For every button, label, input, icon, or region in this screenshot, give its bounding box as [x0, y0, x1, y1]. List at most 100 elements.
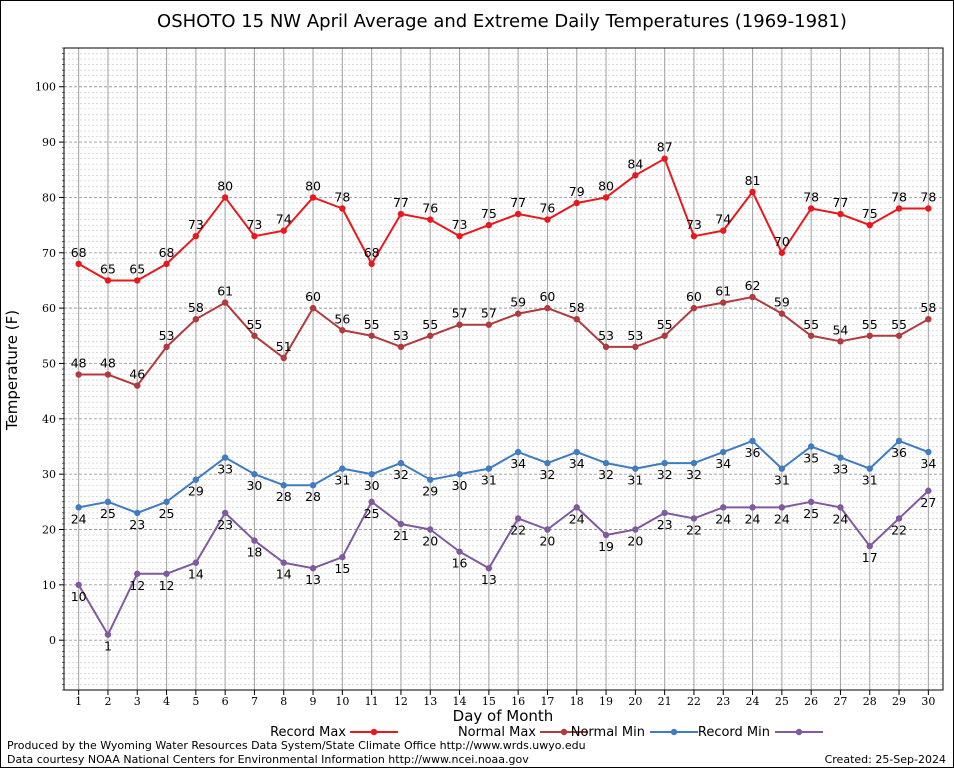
record-max-value-label: 73 — [452, 217, 468, 232]
normal-min-value-label: 23 — [129, 517, 145, 532]
y-tick-label: 30 — [42, 468, 56, 481]
normal-max-value-label: 55 — [364, 317, 380, 332]
legend: Record Max Normal Max Normal Min Record Min — [270, 725, 823, 740]
normal-max-legend-label: Normal Max — [458, 725, 536, 740]
normal-max-point — [720, 299, 727, 306]
normal-max-point — [895, 332, 903, 339]
x-tick-label: 22 — [687, 695, 701, 708]
record-max-point — [925, 205, 932, 212]
record-min-point — [544, 526, 551, 533]
normal-min-point — [485, 465, 493, 472]
record-max-value-label: 81 — [745, 173, 761, 188]
record-max-value-label: 80 — [598, 178, 614, 193]
normal-max-point — [690, 304, 698, 312]
x-tick-label: 26 — [804, 695, 818, 708]
record-max-point — [544, 216, 551, 223]
record-min-legend-marker — [795, 728, 803, 736]
normal-max-value-label: 55 — [803, 317, 819, 332]
normal-max-value-label: 53 — [598, 328, 614, 343]
x-tick-label: 12 — [394, 695, 408, 708]
normal-min-point — [251, 470, 258, 478]
normal-min-point — [134, 509, 141, 517]
normal-min-value-label: 35 — [803, 450, 819, 465]
x-tick-label: 4 — [163, 695, 170, 708]
normal-max-value-label: 62 — [745, 278, 761, 293]
record-min-point — [309, 565, 317, 572]
normal-min-value-label: 31 — [334, 473, 350, 488]
x-tick-label: 29 — [892, 695, 906, 708]
record-max-point — [749, 188, 756, 196]
record-min-point — [720, 504, 727, 511]
y-tick-label: 20 — [42, 524, 56, 537]
x-tick-label: 16 — [511, 695, 525, 708]
record-min-point — [456, 548, 463, 555]
record-max-value-label: 76 — [422, 201, 438, 216]
x-tick-label: 2 — [104, 695, 111, 708]
normal-max-value-label: 58 — [188, 300, 204, 315]
normal-min-point — [837, 454, 844, 461]
record-min-value-label: 13 — [305, 572, 321, 587]
normal-max-point — [602, 343, 610, 351]
chart-title: OSHOTO 15 NW April Average and Extreme D… — [157, 11, 847, 32]
normal-min-value-label: 30 — [452, 478, 468, 493]
x-tick-label: 14 — [453, 695, 467, 708]
normal-max-value-label: 55 — [246, 317, 262, 332]
record-min-line — [77, 490, 930, 636]
record-min-point — [134, 570, 141, 577]
record-min-point — [573, 504, 580, 511]
record-max-point — [720, 227, 727, 234]
normal-max-value-label: 51 — [276, 339, 292, 354]
normal-min-point — [221, 454, 229, 461]
record-max-point — [573, 199, 580, 207]
x-tick-label: 28 — [863, 695, 877, 708]
record-max-value-label: 78 — [334, 190, 350, 205]
record-min-value-label: 14 — [188, 567, 204, 582]
record-min-value-label: 17 — [862, 550, 878, 565]
x-tick-label: 25 — [775, 695, 789, 708]
normal-min-value-label: 34 — [715, 456, 731, 471]
normal-max-value-label: 59 — [510, 295, 526, 310]
record-max-point — [309, 194, 317, 201]
record-max-point — [661, 155, 668, 162]
record-min-value-label: 24 — [745, 511, 761, 526]
record-max-legend-label: Record Max — [270, 725, 346, 740]
normal-max-value-label: 48 — [100, 356, 116, 371]
normal-min-value-label: 33 — [217, 462, 233, 477]
record-min-value-label: 15 — [334, 561, 350, 576]
normal-max-point — [514, 310, 522, 317]
normal-min-value-label: 32 — [657, 467, 673, 482]
normal-min-point — [632, 465, 639, 472]
normal-min-point — [368, 470, 375, 478]
normal-min-point — [807, 443, 815, 450]
normal-min-value-label: 31 — [862, 473, 878, 488]
normal-min-point — [456, 470, 463, 478]
normal-min-value-label: 30 — [364, 478, 380, 493]
record-max-point — [895, 205, 903, 212]
record-min-value-label: 19 — [598, 539, 614, 554]
normal-max-point — [661, 332, 668, 339]
record-max-point — [368, 260, 375, 268]
record-max-point — [192, 232, 200, 240]
normal-max-point — [866, 332, 873, 339]
x-tick-label: 7 — [251, 695, 258, 708]
record-min-point — [339, 553, 346, 561]
y-tick-label: 70 — [42, 247, 56, 260]
normal-min-point — [895, 437, 903, 445]
record-max-point — [251, 232, 258, 240]
record-max-value-label: 74 — [715, 212, 731, 227]
normal-min-value-label: 32 — [598, 467, 614, 482]
record-min-value-label: 12 — [159, 578, 175, 593]
x-tick-label: 10 — [335, 695, 349, 708]
x-tick-label: 11 — [365, 695, 379, 708]
normal-min-legend-marker — [670, 728, 678, 736]
normal-max-value-label: 55 — [657, 317, 673, 332]
x-tick-label: 30 — [921, 695, 935, 708]
record-min-point — [807, 498, 815, 506]
record-min-value-label: 1 — [104, 639, 112, 654]
normal-max-point — [134, 382, 141, 389]
record-min-value-label: 24 — [569, 511, 585, 526]
record-min-value-label: 27 — [920, 495, 936, 510]
normal-max-point — [544, 304, 551, 312]
record-max-point — [837, 210, 844, 218]
normal-max-point — [397, 343, 405, 351]
